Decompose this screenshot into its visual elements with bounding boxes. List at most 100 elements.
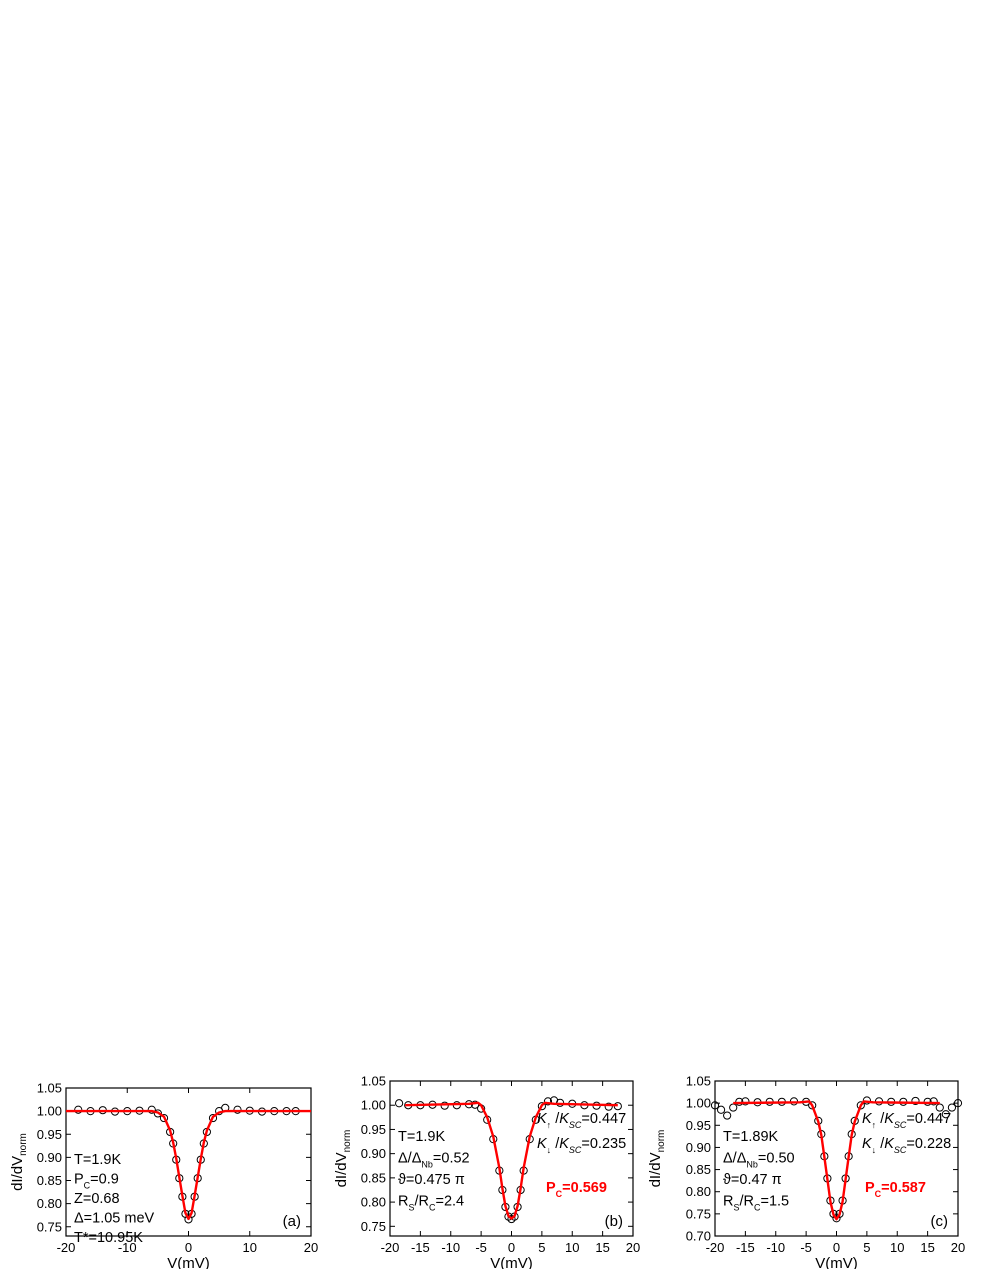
y-tick-label: 0.95: [686, 1118, 711, 1133]
panel-b: -20 -15 -10 -5 0 5 10 15 20 0.75 0.80 0.85 0.90 0.95 1…: [333, 1074, 640, 1269]
annotation-rest: /R: [414, 1194, 429, 1210]
annotation-sub: Nb: [421, 1160, 433, 1170]
y-tick-label: 0.75: [686, 1206, 711, 1221]
annotation-main: Δ/Δ: [723, 1151, 747, 1167]
y-tick-label: 0.85: [686, 1162, 711, 1177]
annotation-right-rest2: =0.235: [581, 1136, 626, 1152]
x-tick-label: 10: [890, 1240, 904, 1255]
annotation: Δ/ΔNb=0.50: [723, 1151, 795, 1170]
x-tick-label: -20: [57, 1240, 76, 1255]
y-tick-label: 0.80: [686, 1184, 711, 1199]
x-axis-label: V(mV): [815, 1255, 858, 1269]
annotation-right-main: K: [537, 1111, 548, 1127]
annotation-right-main: K: [862, 1111, 873, 1127]
annotation-rest: =0.9: [90, 1172, 119, 1188]
y-axis-label: dI/dVnorm: [9, 1133, 29, 1191]
annotation-right: K↓ /KSC=0.235: [537, 1136, 626, 1155]
annotation-right-sub2: SC: [569, 1145, 582, 1155]
annotation-sub: S: [733, 1203, 739, 1213]
annotation: Z=0.68: [74, 1191, 120, 1207]
annotation-main: P: [74, 1172, 84, 1188]
annotation-main: Δ=1.05 meV: [74, 1211, 155, 1227]
x-axis-label: V(mV): [167, 1255, 210, 1269]
data-point: [543, 1097, 553, 1106]
data-point: [233, 1105, 242, 1114]
annotation: RS/RC=2.4: [398, 1194, 464, 1213]
data-point: [208, 1113, 218, 1123]
data-point: [395, 1099, 404, 1108]
y-tick-label: 0.95: [37, 1127, 62, 1142]
fit-line: [405, 1101, 618, 1220]
annotation-main: T=1.9K: [398, 1129, 445, 1145]
y-tick-label: 1.00: [686, 1096, 711, 1111]
pc-highlight-main: P: [865, 1180, 875, 1196]
fit-line: [66, 1109, 311, 1221]
x-tick-label: 20: [304, 1240, 318, 1255]
data-point: [947, 1103, 957, 1112]
annotation: Δ/ΔNb=0.52: [398, 1151, 470, 1170]
y-tick-label: 1.00: [361, 1098, 386, 1113]
annotation: ϑ=0.475 π: [398, 1172, 465, 1188]
fit-line: [733, 1100, 940, 1221]
data-point: [159, 1113, 169, 1123]
data-point: [911, 1096, 920, 1106]
data-point: [808, 1101, 817, 1110]
x-tick-label: 0: [185, 1240, 192, 1255]
annotation-rest: =0.50: [758, 1151, 795, 1167]
annotation-right-rest-k: K: [559, 1136, 570, 1152]
annotation: T=1.9K: [74, 1152, 121, 1168]
data-point: [941, 1110, 950, 1119]
annotation-right-rest-k: K: [884, 1136, 895, 1152]
y-tick-label: 0.80: [361, 1195, 386, 1210]
annotation-right-rest: /: [551, 1136, 560, 1152]
pc-highlight-rest: =0.569: [562, 1180, 607, 1196]
data-point: [604, 1102, 613, 1111]
y-tick-label: 0.90: [37, 1150, 62, 1165]
x-tick-label: 5: [538, 1240, 545, 1255]
annotation-main: ϑ=0.47 π: [723, 1172, 782, 1188]
y-axis-label-main: dI/dV: [9, 1156, 26, 1191]
x-tick-label: 10: [243, 1240, 257, 1255]
annotation-sub: Nb: [746, 1160, 758, 1170]
x-tick-label: 20: [951, 1240, 965, 1255]
data-point: [723, 1111, 732, 1120]
y-tick-label: 0.85: [37, 1173, 62, 1188]
annotation-right-rest-k: K: [559, 1111, 570, 1127]
y-tick-label: 0.85: [361, 1170, 386, 1185]
data-point: [440, 1101, 449, 1110]
annotation-right-rest: /: [551, 1111, 560, 1127]
data-point: [153, 1109, 162, 1118]
annotation: T=1.89K: [723, 1129, 779, 1145]
data-point: [929, 1097, 938, 1106]
pc-highlight-main: P: [546, 1180, 556, 1196]
x-tick-label: -20: [706, 1240, 725, 1255]
y-tick-label: 1.05: [686, 1074, 711, 1089]
x-tick-label: 10: [565, 1240, 579, 1255]
annotation-main: Z=0.68: [74, 1191, 120, 1207]
y-axis-label-main: dI/dV: [333, 1152, 350, 1187]
annotation-sub2: C: [754, 1203, 761, 1213]
x-tick-label: -20: [381, 1240, 400, 1255]
data-point: [716, 1105, 726, 1114]
annotation-right-rest2: =0.228: [906, 1136, 951, 1152]
x-tick-label: 15: [920, 1240, 934, 1255]
x-tick-label: -5: [800, 1240, 812, 1255]
annotation-main: R: [723, 1194, 733, 1210]
x-tick-label: 15: [595, 1240, 609, 1255]
x-tick-label: -5: [475, 1240, 487, 1255]
annotation-right: K↑ /KSC=0.447: [537, 1111, 626, 1130]
data-point: [74, 1105, 83, 1114]
x-tick-label: 5: [863, 1240, 870, 1255]
annotation-right-rest: /: [876, 1111, 885, 1127]
annotation: PC=0.9: [74, 1172, 119, 1191]
annotation-rest2: =1.5: [760, 1194, 789, 1210]
y-axis-label: dI/dVnorm: [647, 1130, 667, 1188]
panel-label: (c): [931, 1213, 949, 1230]
y-axis-label-sub: norm: [656, 1130, 667, 1153]
x-tick-label: 20: [626, 1240, 640, 1255]
pc-highlight-sub: C: [556, 1189, 563, 1199]
annotation-right: K↑ /KSC=0.447: [862, 1111, 951, 1130]
annotation-right-sub: ↓: [547, 1145, 552, 1155]
y-tick-label: 0.75: [37, 1219, 62, 1234]
y-axis-label: dI/dVnorm: [333, 1130, 353, 1188]
